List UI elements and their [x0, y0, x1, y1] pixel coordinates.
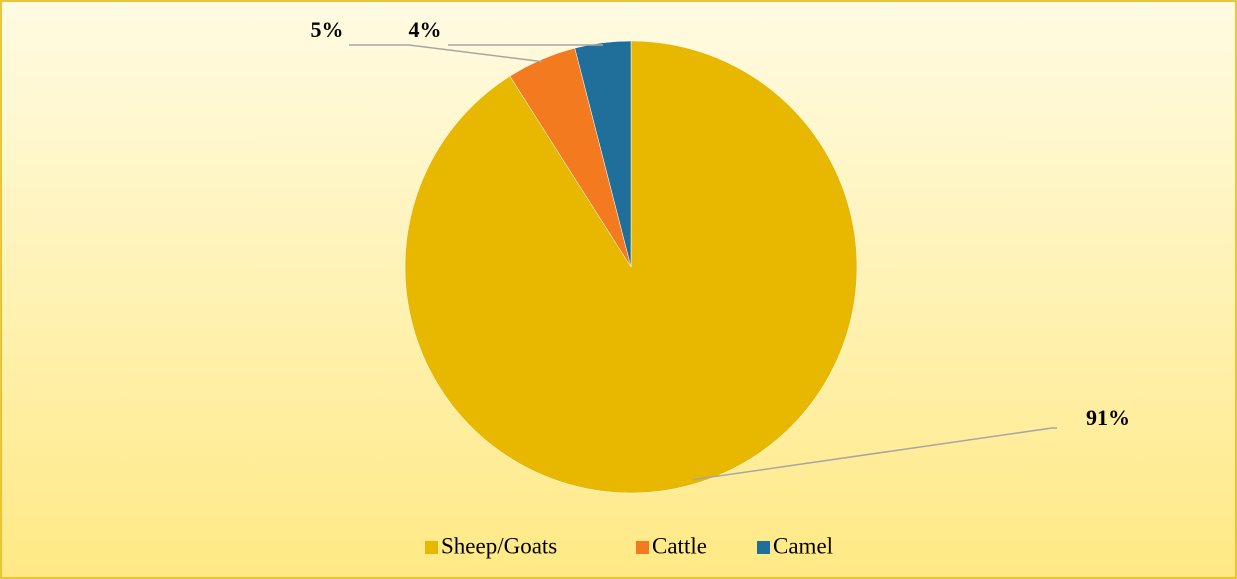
- legend-label: Cattle: [652, 533, 707, 558]
- legend: Sheep/Goats Cattle Camel: [425, 533, 833, 558]
- pie-slice: [574, 40, 632, 268]
- legend-swatch: [636, 541, 649, 554]
- pie: [404, 40, 858, 494]
- legend-swatch: [757, 541, 770, 554]
- legend-swatch: [425, 541, 438, 554]
- leader-line: [692, 427, 1057, 481]
- data-labels: 91% 5% 4%: [311, 17, 1130, 481]
- data-label: 91%: [1086, 405, 1130, 430]
- data-label: 4%: [409, 17, 442, 42]
- data-label: 5%: [311, 17, 344, 42]
- legend-label: Sheep/Goats: [441, 533, 557, 558]
- legend-label: Camel: [773, 533, 833, 558]
- leader-line: [349, 44, 543, 63]
